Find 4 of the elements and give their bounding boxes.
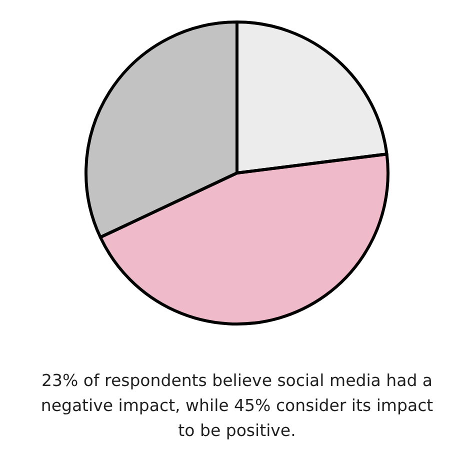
text: 23% of respondents believe social media had a negative impact, while 45% consider its impact to be positive. (40, 370, 434, 442)
pie-slice (98, 152, 390, 326)
pie-slice (84, 20, 238, 239)
pie-slice (236, 20, 388, 174)
